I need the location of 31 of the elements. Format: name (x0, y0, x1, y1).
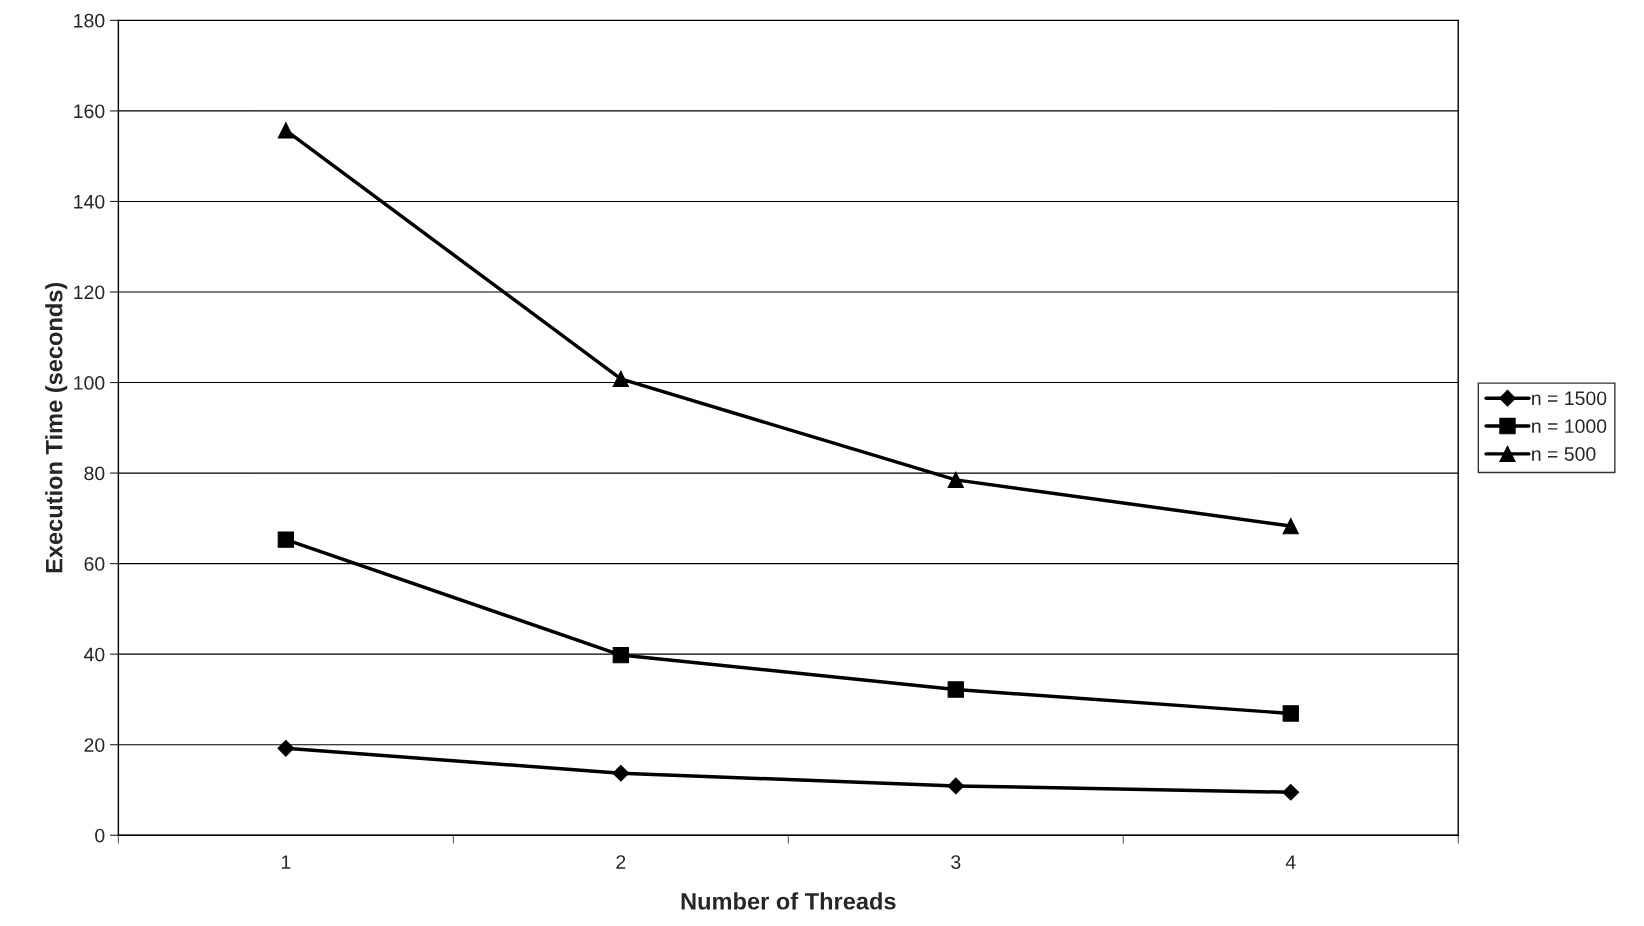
point (612, 646, 629, 664)
point (277, 531, 295, 548)
point (947, 777, 965, 795)
point (612, 764, 630, 782)
y-tick-label: 20 (84, 738, 105, 752)
y-tick-label: 60 (84, 557, 105, 571)
x-tick-label: 2 (616, 855, 626, 869)
y-tick-label: 80 (84, 466, 105, 481)
point (277, 739, 295, 757)
x-axis-title: Number of Threads (681, 892, 896, 910)
legend-label: n = 1500 (1532, 391, 1607, 406)
legend-label: n = 1000 (1532, 419, 1607, 434)
point (1282, 517, 1299, 535)
y-tick-label: 100 (74, 376, 105, 390)
y-tick-label: 160 (74, 104, 105, 119)
point (947, 681, 964, 698)
point (277, 122, 295, 139)
point (1282, 783, 1300, 801)
y-tick-label: 180 (74, 13, 105, 28)
y-tick-label: 140 (74, 194, 105, 209)
y-axis-title: Execution Time (seconds) (45, 282, 68, 573)
x-tick-label: 3 (951, 855, 961, 869)
x-tick-label: 1 (281, 855, 291, 869)
y-tick-label: 120 (74, 285, 105, 300)
point (1282, 705, 1299, 722)
x-tick-label: 4 (1285, 855, 1296, 869)
point (612, 370, 629, 388)
legend-label: n = 500 (1532, 447, 1596, 461)
y-tick-label: 0 (95, 828, 105, 843)
y-tick-label: 40 (83, 647, 105, 662)
point (947, 471, 964, 489)
